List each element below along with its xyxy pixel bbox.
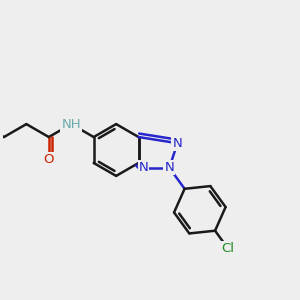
Text: O: O [44,153,54,166]
Text: N: N [139,161,148,174]
Text: Cl: Cl [221,242,235,255]
Text: NH: NH [61,118,81,130]
Text: N: N [164,161,174,174]
Text: N: N [172,137,182,150]
